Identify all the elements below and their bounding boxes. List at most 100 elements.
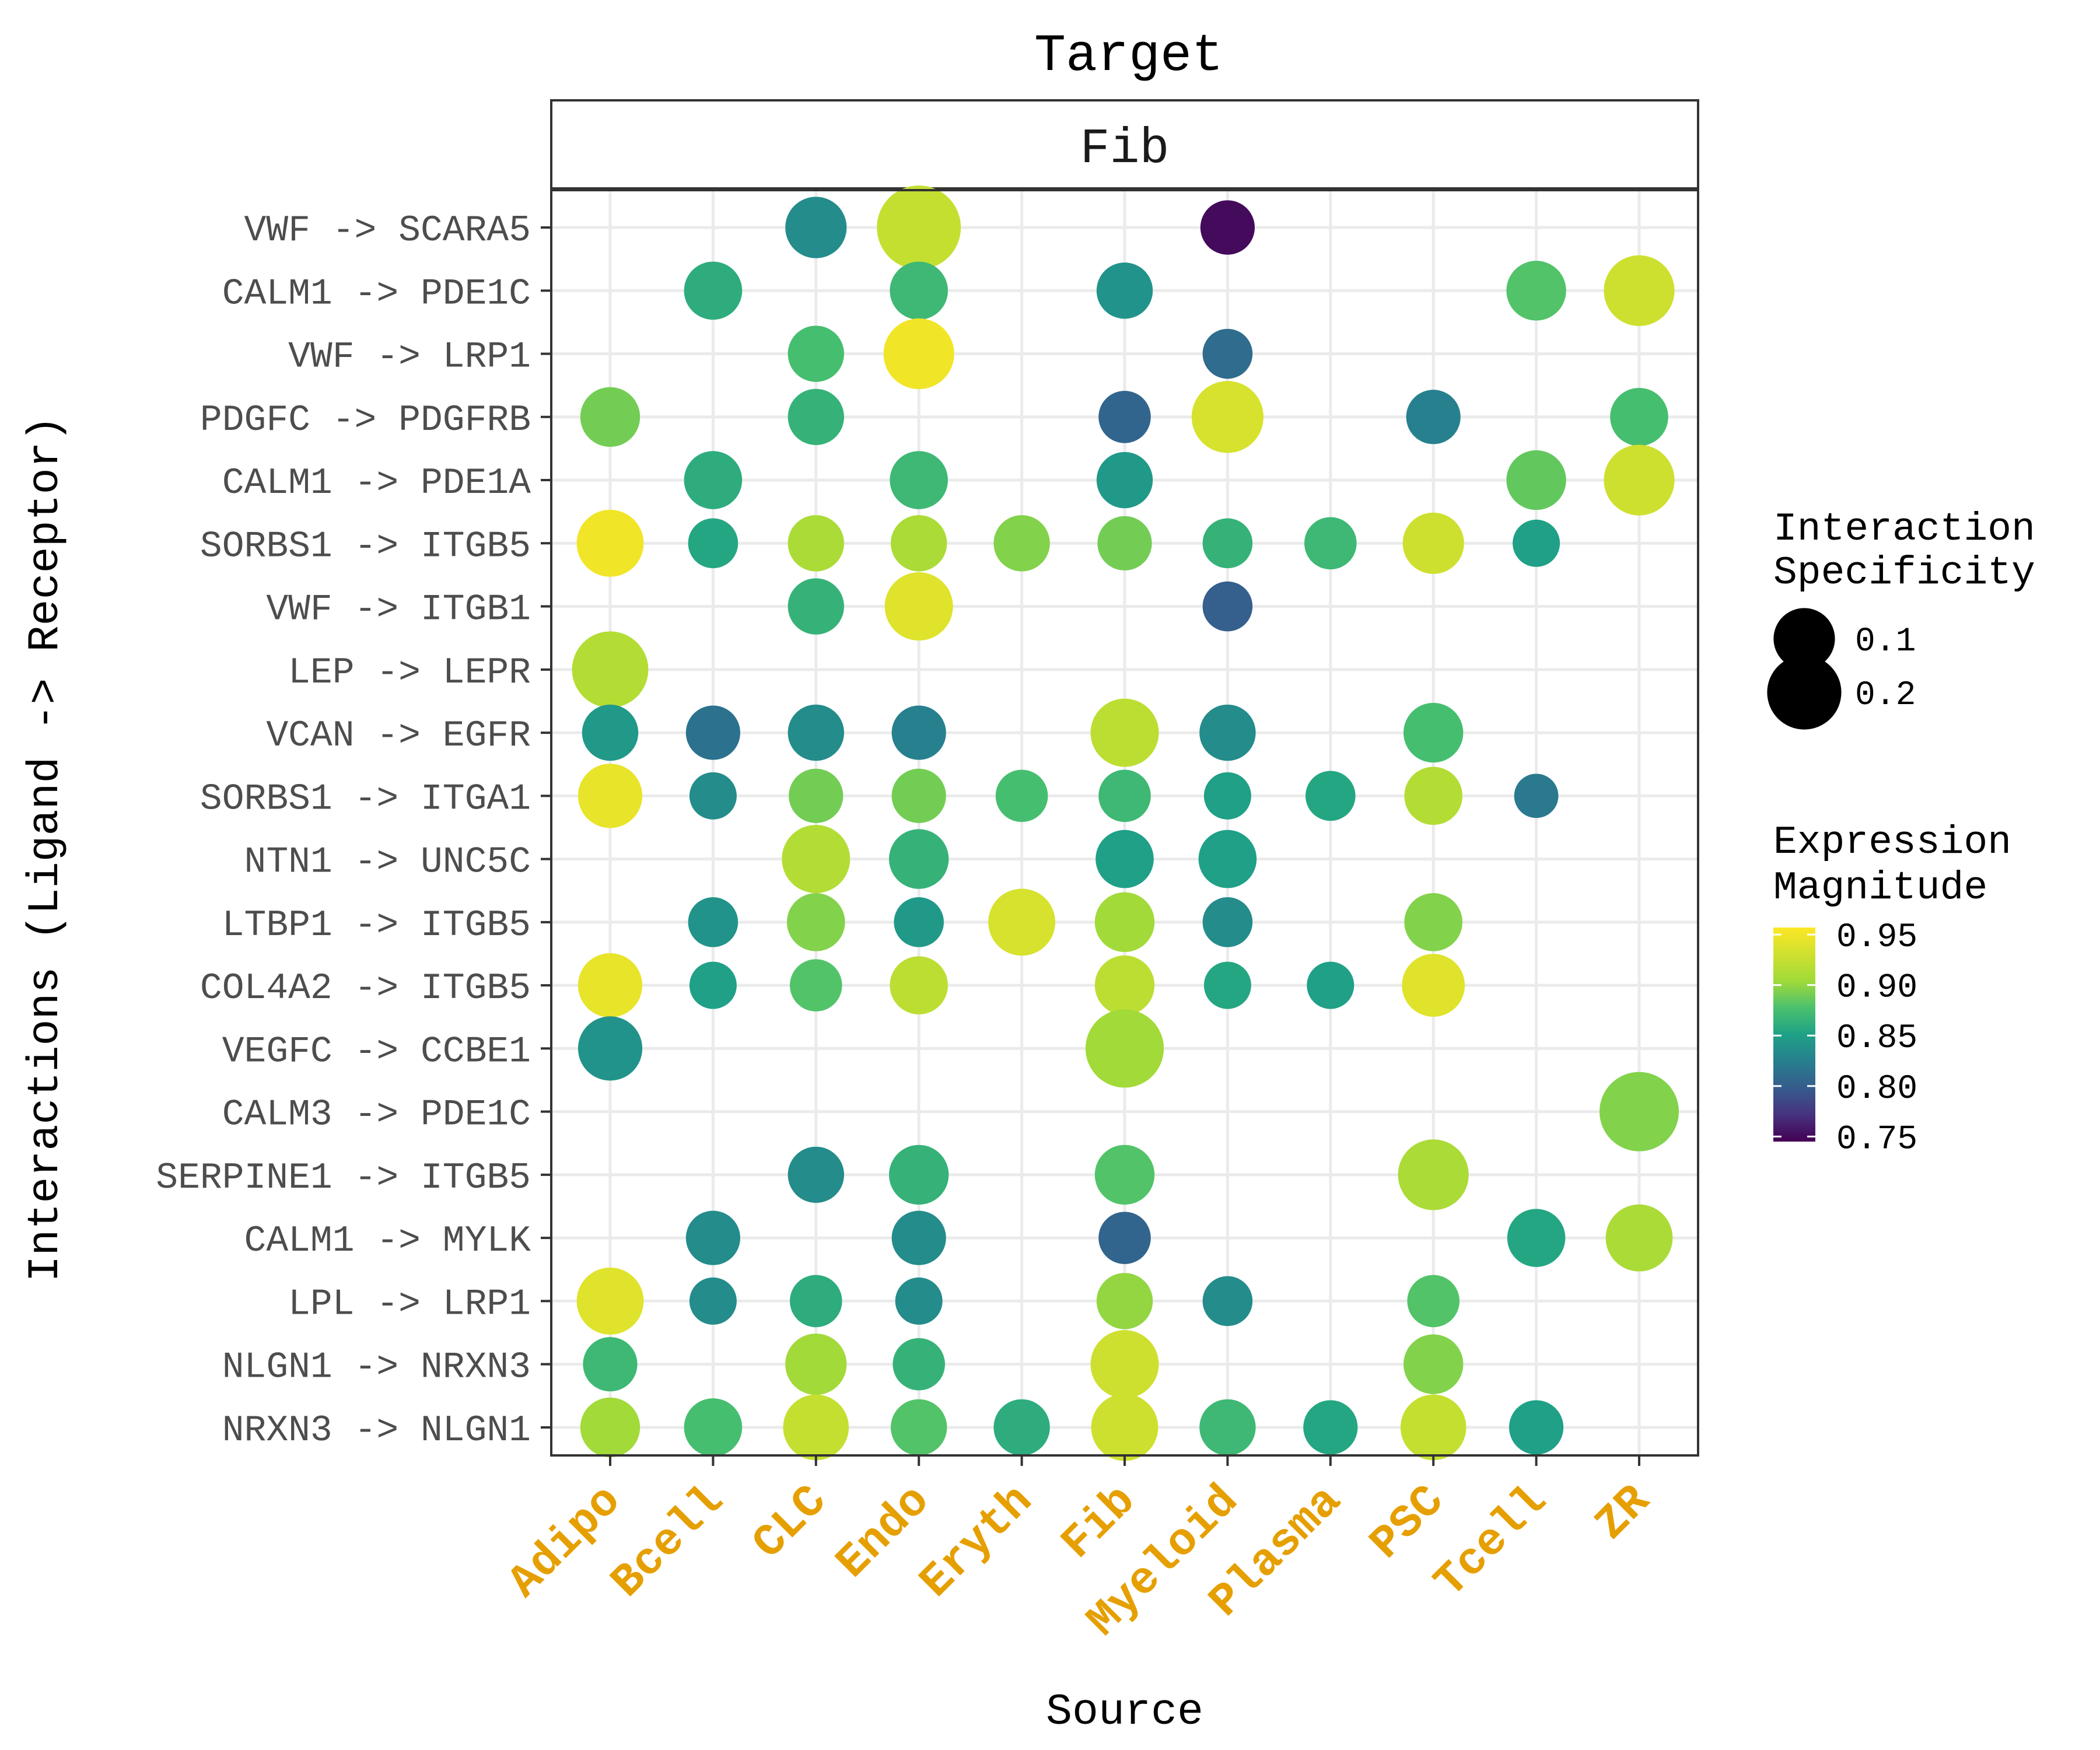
data-point-endo-nlgn1-nrxn3	[892, 1338, 945, 1391]
data-point-adipo-nlgn1-nrxn3	[583, 1337, 638, 1392]
y-tick-label-serpine1-itgb5: SERPINE1 -> ITGB5	[156, 1157, 531, 1199]
data-point-adipo-sorbs1-itga1	[578, 764, 643, 828]
data-point-fib-vcan-egfr	[1090, 698, 1159, 767]
data-point-fib-col4a2-itgb5	[1094, 955, 1155, 1016]
data-point-adipo-sorbs1-itgb5	[576, 509, 644, 577]
data-point-clc-sorbs1-itgb5	[788, 515, 845, 572]
color-legend-bar	[1773, 928, 1815, 1142]
data-point-endo-calm1-pde1c	[890, 261, 948, 320]
size-legend-label-0-1: 0.1	[1855, 623, 1916, 661]
data-point-myeloid-sorbs1-itgb5	[1202, 518, 1253, 569]
data-point-psc-nrxn3-nlgn1	[1400, 1394, 1466, 1461]
data-point-endo-vwf-itgb1	[884, 572, 953, 641]
data-point-endo-nrxn3-nlgn1	[891, 1399, 947, 1456]
data-point-bcell-ltbp1-itgb5	[688, 897, 738, 947]
size-legend-title-line-1: Interaction	[1773, 507, 2035, 552]
color-legend-label-0-90: 0.90	[1836, 970, 1917, 1007]
data-point-fib-vegfc-ccbe1	[1085, 1009, 1164, 1088]
data-point-tcell-calm1-pde1a	[1506, 450, 1566, 510]
y-tick-label-ntn1-unc5c: NTN1 -> UNC5C	[244, 842, 531, 883]
data-point-fib-calm1-pde1c	[1096, 262, 1153, 319]
data-point-psc-serpine1-itgb5	[1398, 1139, 1469, 1210]
data-point-myeloid-ntn1-unc5c	[1198, 830, 1257, 888]
data-point-eryth-sorbs1-itga1	[995, 769, 1048, 822]
data-point-endo-col4a2-itgb5	[890, 956, 948, 1014]
data-point-clc-pdgfc-pdgfrb	[788, 388, 845, 445]
data-point-clc-vcan-egfr	[788, 704, 845, 761]
y-axis: VWF -> SCARA5 CALM1 -> PDE1C VWF -> LRP1 PD…	[156, 210, 551, 1451]
data-point-endo-vwf-lrp1	[883, 318, 954, 390]
data-point-endo-ltbp1-itgb5	[894, 897, 944, 947]
color-legend-label-0-75: 0.75	[1836, 1121, 1917, 1158]
y-tick-label-nlgn1-nrxn3: NLGN1 -> NRXN3	[222, 1347, 531, 1388]
size-legend-key-0-2	[1767, 655, 1842, 730]
data-point-tcell-calm1-mylk	[1507, 1209, 1566, 1267]
data-point-bcell-calm1-mylk	[685, 1210, 740, 1265]
data-point-endo-lpl-lrp1	[895, 1277, 943, 1325]
data-point-bcell-nrxn3-nlgn1	[684, 1398, 743, 1457]
data-point-bcell-vcan-egfr	[685, 705, 740, 760]
y-tick-label-ltbp1-itgb5: LTBP1 -> ITGB5	[222, 905, 531, 946]
data-point-clc-serpine1-itgb5	[788, 1146, 845, 1203]
data-point-fib-serpine1-itgb5	[1094, 1144, 1155, 1205]
data-point-clc-ntn1-unc5c	[782, 825, 850, 894]
data-point-fib-calm1-mylk	[1098, 1212, 1151, 1264]
size-legend-label-0-2: 0.2	[1855, 677, 1916, 715]
data-point-adipo-vegfc-ccbe1	[578, 1016, 643, 1081]
data-point-endo-sorbs1-itga1	[891, 768, 946, 823]
data-point-plasma-nrxn3-nlgn1	[1303, 1400, 1358, 1455]
data-point-plasma-sorbs1-itga1	[1306, 771, 1356, 821]
y-tick-label-nrxn3-nlgn1: NRXN3 -> NLGN1	[222, 1410, 531, 1451]
data-point-adipo-col4a2-itgb5	[578, 953, 643, 1018]
y-tick-label-vwf-lrp1: VWF -> LRP1	[288, 337, 531, 378]
size-legend-key-0-1	[1773, 608, 1835, 670]
data-point-myeloid-sorbs1-itga1	[1203, 772, 1251, 820]
data-point-bcell-sorbs1-itga1	[689, 772, 737, 820]
data-point-myeloid-vwf-lrp1	[1202, 328, 1253, 379]
y-tick-label-vwf-itgb1: VWF -> ITGB1	[266, 589, 531, 631]
data-point-adipo-pdgfc-pdgfrb	[580, 387, 640, 447]
data-point-clc-vwf-itgb1	[788, 578, 845, 635]
data-point-myeloid-ltbp1-itgb5	[1202, 897, 1253, 947]
y-tick-label-col4a2-itgb5: COL4A2 -> ITGB5	[200, 968, 531, 1009]
y-tick-label-calm1-pde1c: CALM1 -> PDE1C	[222, 273, 531, 314]
data-points	[572, 186, 1679, 1461]
data-point-tcell-nrxn3-nlgn1	[1509, 1400, 1564, 1455]
data-point-zr-calm1-mylk	[1605, 1204, 1673, 1272]
y-tick-label-lpl-lrp1: LPL -> LRP1	[288, 1283, 531, 1325]
data-point-bcell-col4a2-itgb5	[689, 961, 737, 1009]
data-point-fib-lpl-lrp1	[1096, 1273, 1153, 1329]
data-point-endo-vwf-scara5	[877, 186, 961, 270]
data-point-fib-ntn1-unc5c	[1096, 830, 1154, 888]
data-point-myeloid-vwf-scara5	[1200, 200, 1255, 255]
data-point-zr-calm3-pde1c	[1600, 1072, 1679, 1152]
data-point-clc-nrxn3-nlgn1	[783, 1394, 849, 1461]
y-tick-label-sorbs1-itgb5: SORBS1 -> ITGB5	[200, 526, 531, 567]
facet-label: Fib	[1080, 121, 1169, 177]
y-tick-label-vcan-egfr: VCAN -> EGFR	[266, 715, 531, 757]
data-point-clc-nlgn1-nrxn3	[785, 1334, 847, 1395]
y-tick-label-sorbs1-itga1: SORBS1 -> ITGA1	[200, 778, 531, 820]
y-tick-label-calm3-pde1c: CALM3 -> PDE1C	[222, 1094, 531, 1136]
data-point-psc-sorbs1-itga1	[1404, 766, 1462, 825]
data-point-eryth-ltbp1-itgb5	[988, 888, 1055, 956]
data-point-psc-nlgn1-nrxn3	[1404, 1334, 1464, 1394]
data-point-myeloid-pdgfc-pdgfrb	[1191, 381, 1264, 453]
data-point-clc-col4a2-itgb5	[790, 959, 842, 1012]
facet-strip	[550, 99, 1699, 190]
data-point-myeloid-vwf-itgb1	[1202, 581, 1253, 632]
data-point-fib-sorbs1-itgb5	[1097, 516, 1152, 570]
data-point-endo-sorbs1-itgb5	[891, 515, 947, 572]
data-point-bcell-lpl-lrp1	[689, 1277, 737, 1325]
data-point-psc-sorbs1-itgb5	[1402, 512, 1464, 574]
data-point-psc-pdgfc-pdgfrb	[1406, 390, 1461, 444]
data-point-clc-vwf-lrp1	[788, 326, 845, 382]
data-point-myeloid-lpl-lrp1	[1202, 1276, 1253, 1326]
y-tick-label-calm1-pde1a: CALM1 -> PDE1A	[222, 463, 531, 504]
data-point-clc-vwf-scara5	[785, 197, 847, 258]
data-point-adipo-lep-lepr	[572, 631, 649, 708]
data-point-endo-vcan-egfr	[891, 705, 946, 760]
color-legend-label-0-95: 0.95	[1836, 919, 1917, 957]
